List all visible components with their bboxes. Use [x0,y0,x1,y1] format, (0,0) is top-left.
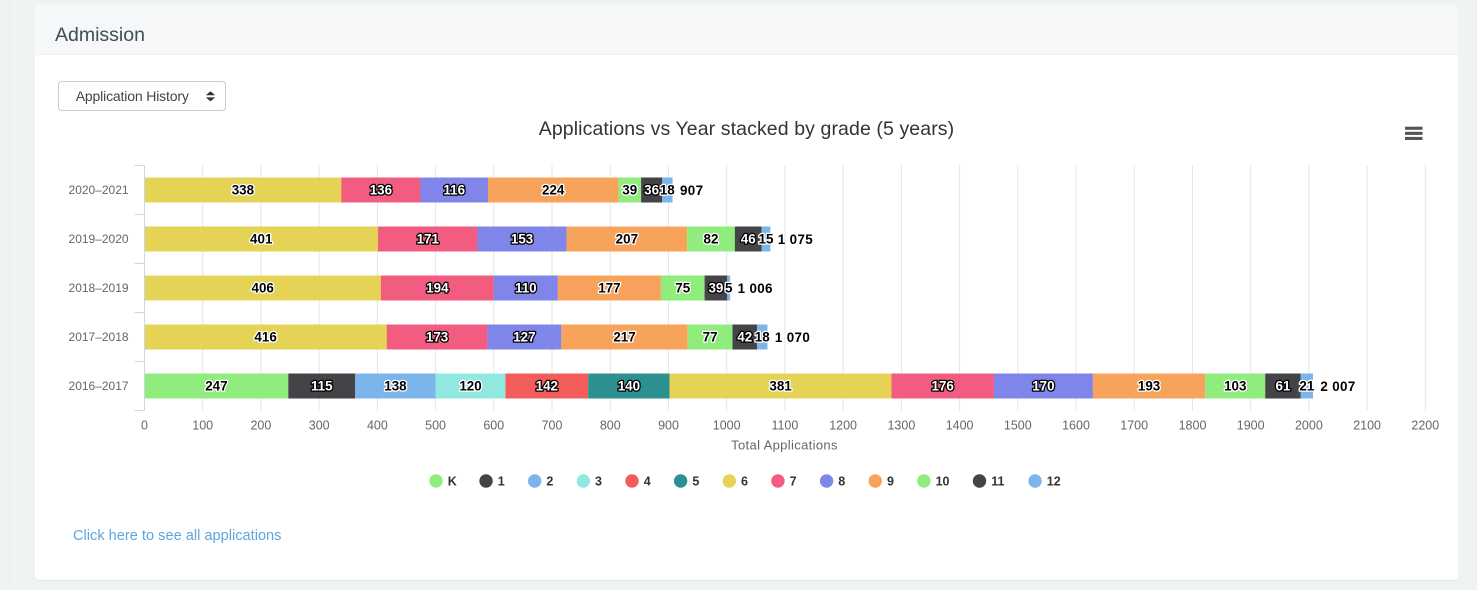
svg-text:2018–2019: 2018–2019 [69,281,129,295]
svg-text:82: 82 [704,232,719,247]
svg-text:500: 500 [425,418,446,432]
svg-text:381: 381 [769,379,792,394]
svg-text:1400: 1400 [946,418,974,432]
svg-text:2020–2021: 2020–2021 [69,183,129,197]
svg-text:153: 153 [511,232,533,247]
svg-text:5: 5 [725,281,733,296]
svg-text:1600: 1600 [1062,418,1090,432]
svg-text:116: 116 [443,183,465,198]
svg-text:103: 103 [1224,379,1246,394]
svg-text:247: 247 [205,379,227,394]
svg-text:2 007: 2 007 [1320,379,1355,394]
svg-text:1800: 1800 [1179,418,1207,432]
svg-text:416: 416 [254,330,276,345]
svg-text:900: 900 [658,418,679,432]
svg-text:9: 9 [887,475,894,489]
svg-text:115: 115 [311,379,333,394]
svg-text:1: 1 [498,475,505,489]
svg-text:18: 18 [755,330,770,345]
svg-text:173: 173 [426,330,448,345]
svg-text:177: 177 [598,281,620,296]
svg-text:2016–2017: 2016–2017 [69,379,129,393]
svg-text:4: 4 [644,475,651,489]
svg-text:142: 142 [536,379,558,394]
svg-text:110: 110 [515,281,537,296]
svg-text:207: 207 [616,232,638,247]
svg-text:10: 10 [936,475,950,489]
svg-text:2019–2020: 2019–2020 [69,232,129,246]
svg-text:907: 907 [680,183,703,198]
svg-text:46: 46 [741,232,756,247]
svg-text:800: 800 [600,418,621,432]
svg-text:21: 21 [1299,379,1314,394]
svg-text:1 075: 1 075 [778,232,813,247]
svg-text:61: 61 [1276,379,1291,394]
svg-text:406: 406 [252,281,274,296]
svg-text:3: 3 [595,475,602,489]
svg-text:18: 18 [660,183,675,198]
svg-text:1 006: 1 006 [738,281,773,296]
svg-text:6: 6 [741,475,748,489]
svg-text:42: 42 [737,330,752,345]
svg-text:700: 700 [542,418,563,432]
svg-text:200: 200 [250,418,271,432]
svg-text:193: 193 [1138,379,1160,394]
svg-text:1100: 1100 [771,418,798,432]
svg-text:338: 338 [232,183,255,198]
svg-text:77: 77 [703,330,718,345]
svg-text:2200: 2200 [1411,418,1439,432]
svg-text:12: 12 [1047,475,1061,489]
svg-text:K: K [448,475,457,489]
svg-text:400: 400 [367,418,388,432]
svg-text:7: 7 [790,475,797,489]
svg-text:401: 401 [250,232,273,247]
svg-text:11: 11 [991,475,1004,489]
svg-text:120: 120 [459,379,481,394]
svg-text:Applications vs Year stacked b: Applications vs Year stacked by grade (5… [539,118,955,140]
svg-text:1000: 1000 [713,418,741,432]
svg-text:127: 127 [513,330,535,345]
svg-text:217: 217 [613,330,635,345]
svg-text:138: 138 [384,379,407,394]
svg-text:0: 0 [141,418,148,432]
svg-text:1900: 1900 [1237,418,1265,432]
svg-text:140: 140 [618,379,640,394]
svg-text:176: 176 [932,379,954,394]
svg-text:224: 224 [542,183,565,198]
svg-text:1200: 1200 [829,418,857,432]
svg-text:1300: 1300 [887,418,915,432]
svg-text:171: 171 [417,232,440,247]
svg-text:8: 8 [838,475,845,489]
svg-text:5: 5 [692,475,699,489]
svg-text:1 070: 1 070 [775,330,810,345]
svg-text:170: 170 [1032,379,1054,394]
svg-text:36: 36 [644,183,659,198]
svg-text:300: 300 [309,418,330,432]
svg-text:1500: 1500 [1004,418,1032,432]
svg-text:2: 2 [546,475,553,489]
svg-text:100: 100 [192,418,213,432]
svg-text:39: 39 [708,281,723,296]
svg-text:39: 39 [622,183,637,198]
svg-text:1700: 1700 [1120,418,1148,432]
svg-text:2000: 2000 [1295,418,1323,432]
svg-text:2100: 2100 [1353,418,1381,432]
svg-text:600: 600 [483,418,504,432]
svg-text:75: 75 [675,281,690,296]
svg-text:2017–2018: 2017–2018 [69,330,129,344]
svg-text:Total Applications: Total Applications [731,438,838,453]
svg-text:194: 194 [426,281,449,296]
svg-text:136: 136 [370,183,392,198]
svg-text:15: 15 [759,232,774,247]
